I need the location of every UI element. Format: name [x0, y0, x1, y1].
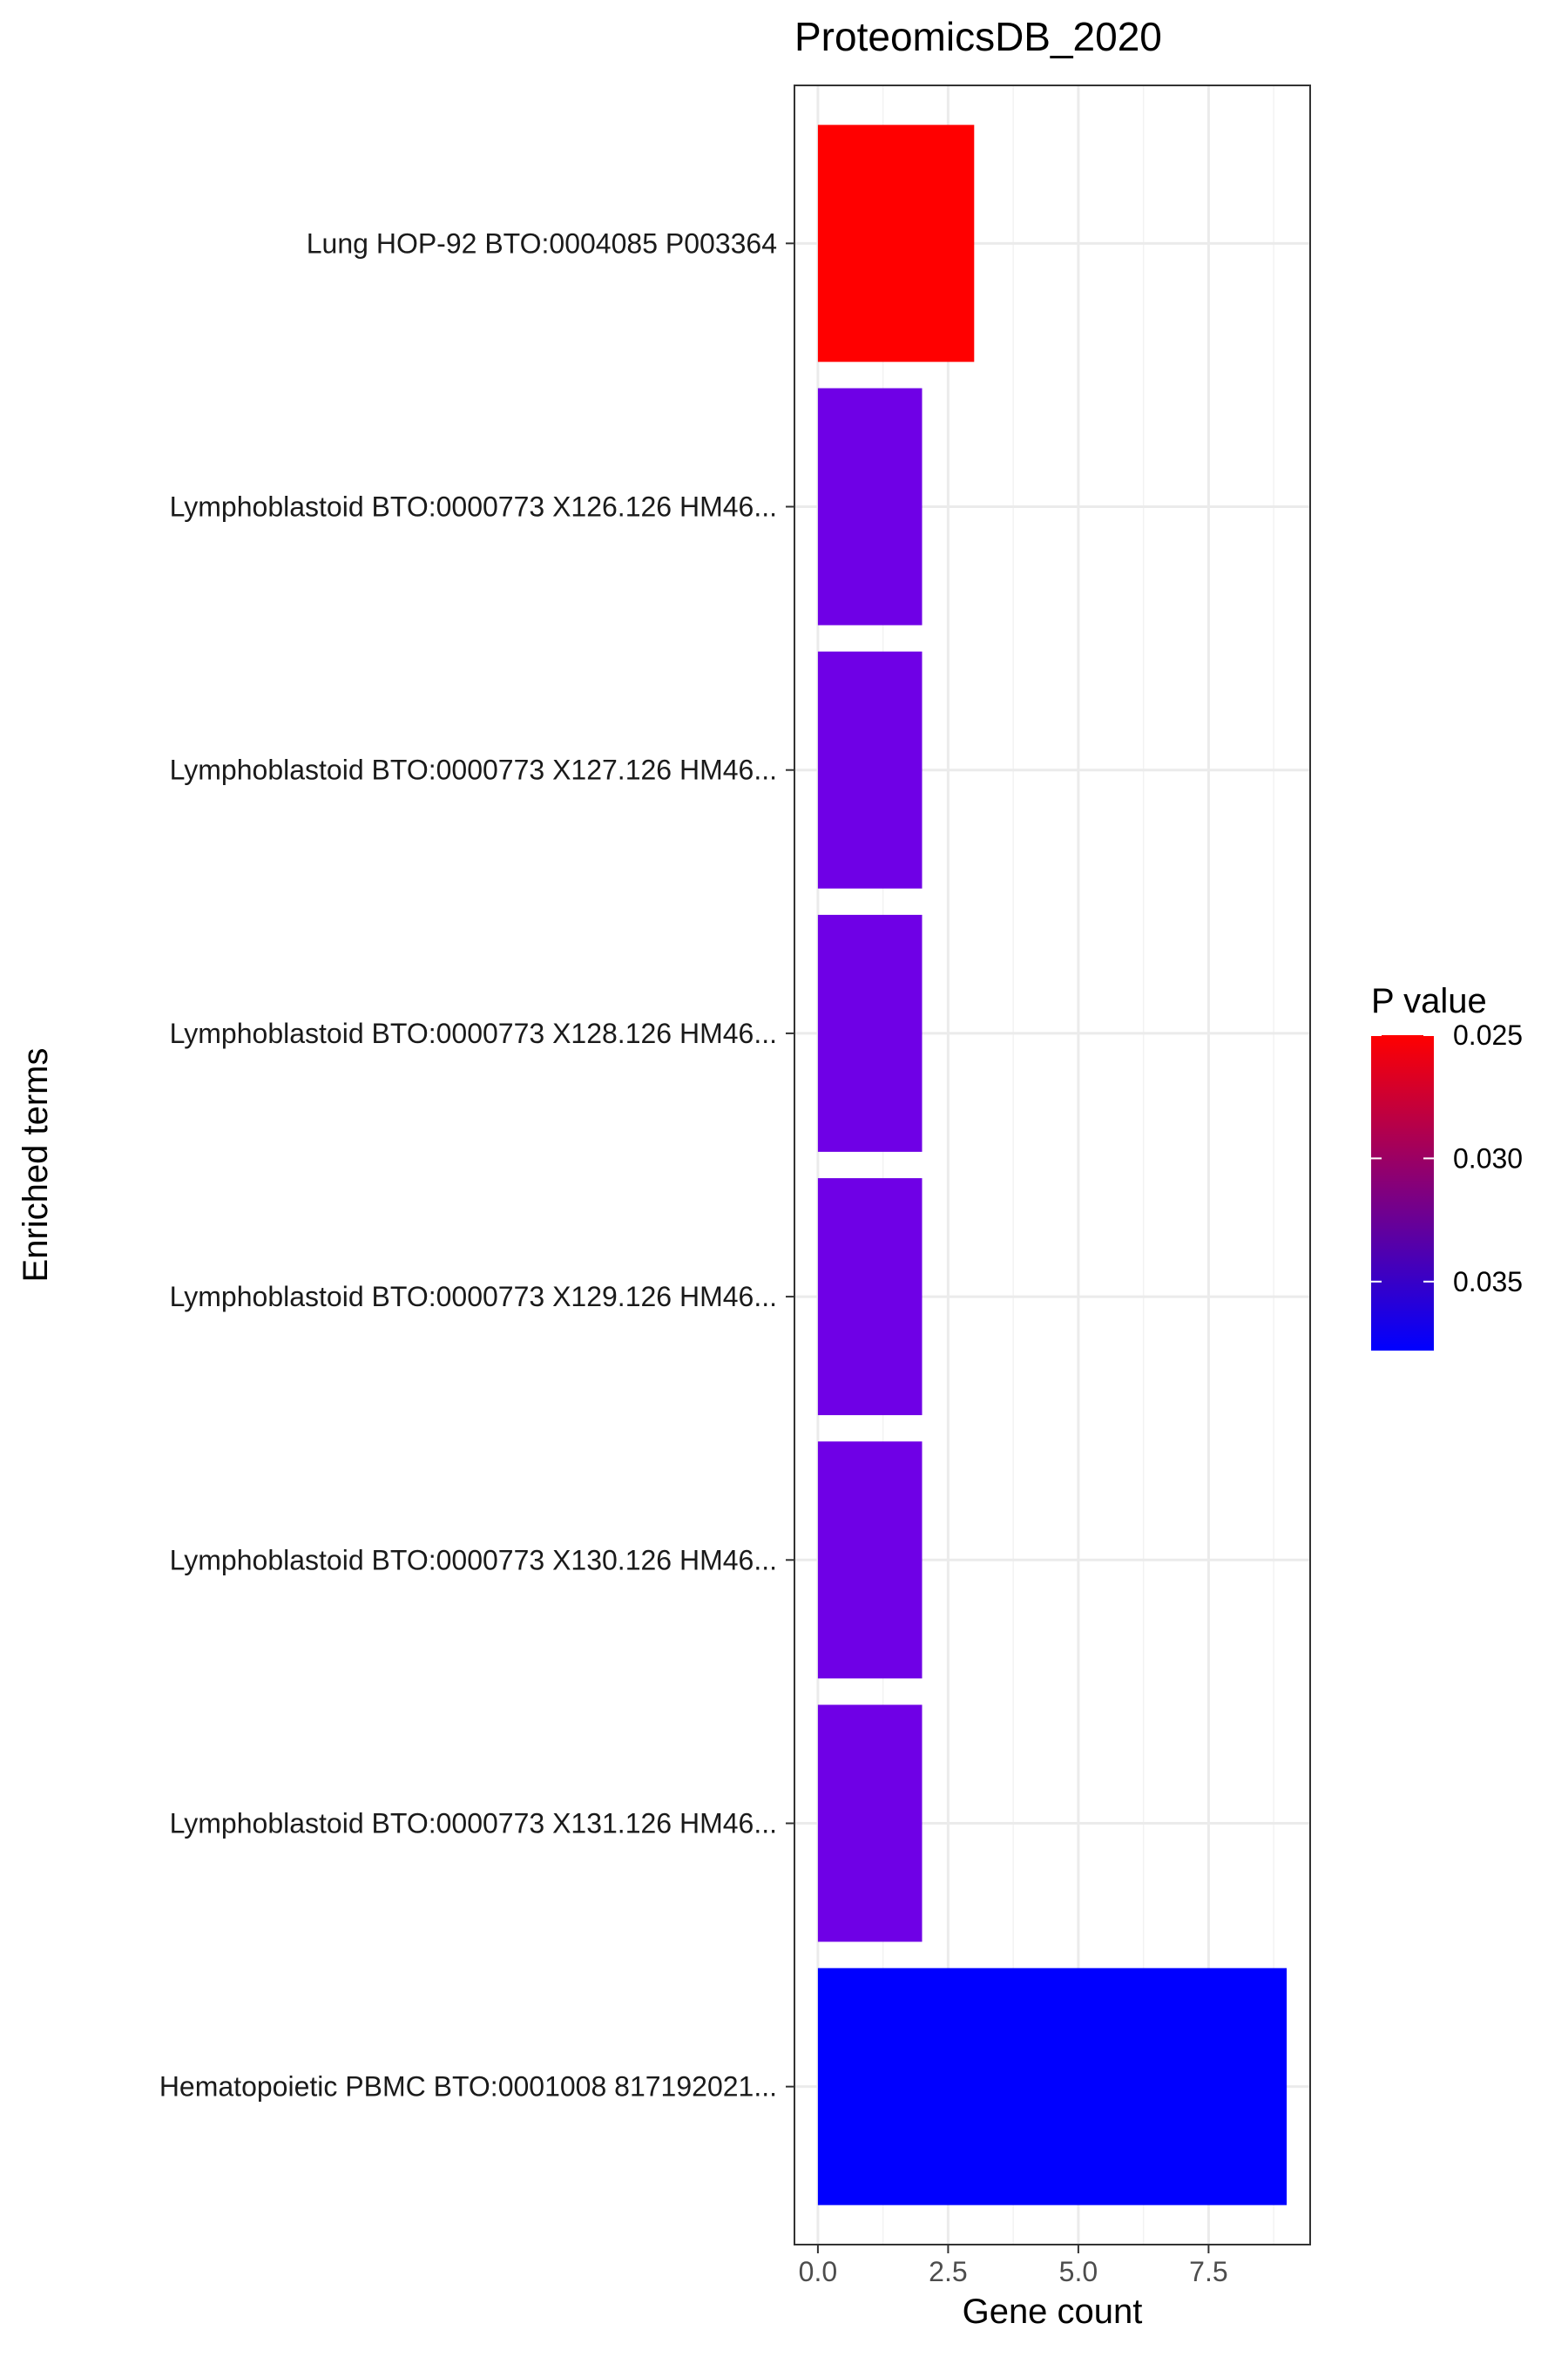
legend: P value 0.025 0.030 0.035: [1371, 982, 1523, 1351]
bars: [817, 125, 1288, 2205]
y-axis-tick-labels: Lung HOP-92 BTO:0004085 P003364 Lymphobla…: [159, 227, 777, 2102]
y-axis-ticks: [786, 242, 794, 2088]
x-axis-tick-labels: 0.0 2.5 5.0 7.5: [799, 2256, 1228, 2287]
x-tick-label: 0.0: [799, 2256, 837, 2287]
bar: [817, 1178, 923, 1416]
bar: [817, 914, 923, 1152]
legend-tick-label: 0.025: [1453, 1019, 1523, 1051]
y-tick-label: Lymphoblastoid BTO:0000773 X126.126 HM46…: [170, 491, 777, 523]
bar: [817, 651, 923, 889]
bar: [817, 388, 923, 626]
legend-ticks: 0.025 0.030 0.035: [1371, 1019, 1523, 1297]
y-tick-label: Lymphoblastoid BTO:0000773 X127.126 HM46…: [170, 755, 777, 786]
plot-border: [794, 85, 1311, 2245]
x-tick-label: 7.5: [1189, 2256, 1227, 2287]
bar: [817, 125, 975, 362]
legend-tick-label: 0.035: [1453, 1266, 1523, 1297]
x-axis-ticks: [816, 2245, 1210, 2253]
bar: [817, 1968, 1288, 2205]
legend-title: P value: [1371, 982, 1487, 1020]
x-axis-label: Gene count: [963, 2293, 1143, 2331]
x-tick-label: 5.0: [1059, 2256, 1098, 2287]
y-tick-label: Lymphoblastoid BTO:0000773 X129.126 HM46…: [170, 1281, 777, 1312]
y-tick-label: Lymphoblastoid BTO:0000773 X131.126 HM46…: [170, 1807, 777, 1839]
y-tick-label: Lymphoblastoid BTO:0000773 X130.126 HM46…: [170, 1544, 777, 1575]
y-tick-label: Lung HOP-92 BTO:0004085 P003364: [307, 227, 777, 259]
y-tick-label: Lymphoblastoid BTO:0000773 X128.126 HM46…: [170, 1018, 777, 1049]
x-tick-label: 2.5: [929, 2256, 967, 2287]
bar: [817, 1441, 923, 1679]
y-axis-label: Enriched terms: [17, 1048, 55, 1283]
y-tick-label: Hematopoietic PBMC BTO:0001008 817192021…: [159, 2071, 777, 2103]
chart-title: ProteomicsDB_2020: [794, 14, 1162, 59]
legend-colorbar: [1371, 1035, 1434, 1351]
bar: [817, 1704, 923, 1942]
legend-tick-label: 0.030: [1453, 1142, 1523, 1174]
